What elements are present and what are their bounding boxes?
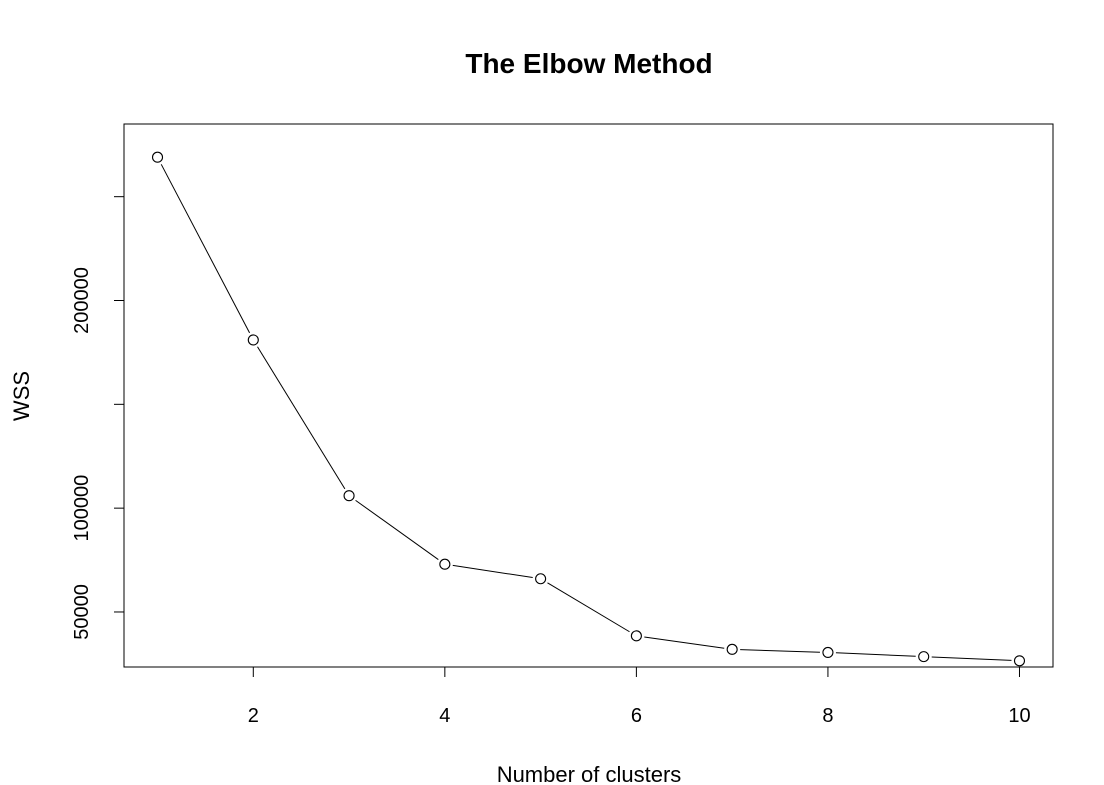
x-tick-label: 10 <box>1008 705 1030 727</box>
y-tick-label: 100000 <box>71 475 93 542</box>
x-tick-label: 6 <box>631 705 642 727</box>
data-point <box>918 651 930 663</box>
series-line-segment <box>452 564 533 579</box>
series-line-segment <box>160 164 251 334</box>
series-line-segment <box>740 649 820 653</box>
y-tick-label: 200000 <box>71 267 93 334</box>
y-axis: 50000 100000 200000 <box>71 196 124 640</box>
x-tick-label: 4 <box>439 705 450 727</box>
data-point <box>726 643 738 655</box>
x-tick-label: 2 <box>248 705 259 727</box>
series-line-segment <box>355 499 439 560</box>
data-point <box>535 573 547 585</box>
data-point <box>151 151 164 163</box>
plot-frame <box>123 123 1054 668</box>
data-point <box>343 490 355 502</box>
data-point <box>630 630 642 642</box>
y-tick-label: 50000 <box>71 584 93 640</box>
data-point <box>822 646 834 659</box>
data-point <box>439 558 451 570</box>
series-line-segment <box>835 652 916 657</box>
chart-title: The Elbow Method <box>465 48 712 79</box>
series-line-segment <box>257 346 346 490</box>
series-line-segment <box>547 582 630 633</box>
series-line-segment <box>931 656 1012 661</box>
series-line-segment <box>644 636 725 649</box>
series-wss <box>151 151 1026 667</box>
x-axis: 2 4 6 8 10 <box>248 667 1031 727</box>
y-axis-label: WSS <box>9 371 34 421</box>
data-point <box>247 334 259 346</box>
x-axis-label: Number of clusters <box>497 762 682 785</box>
data-point <box>1013 655 1026 667</box>
x-tick-label: 8 <box>822 705 833 727</box>
